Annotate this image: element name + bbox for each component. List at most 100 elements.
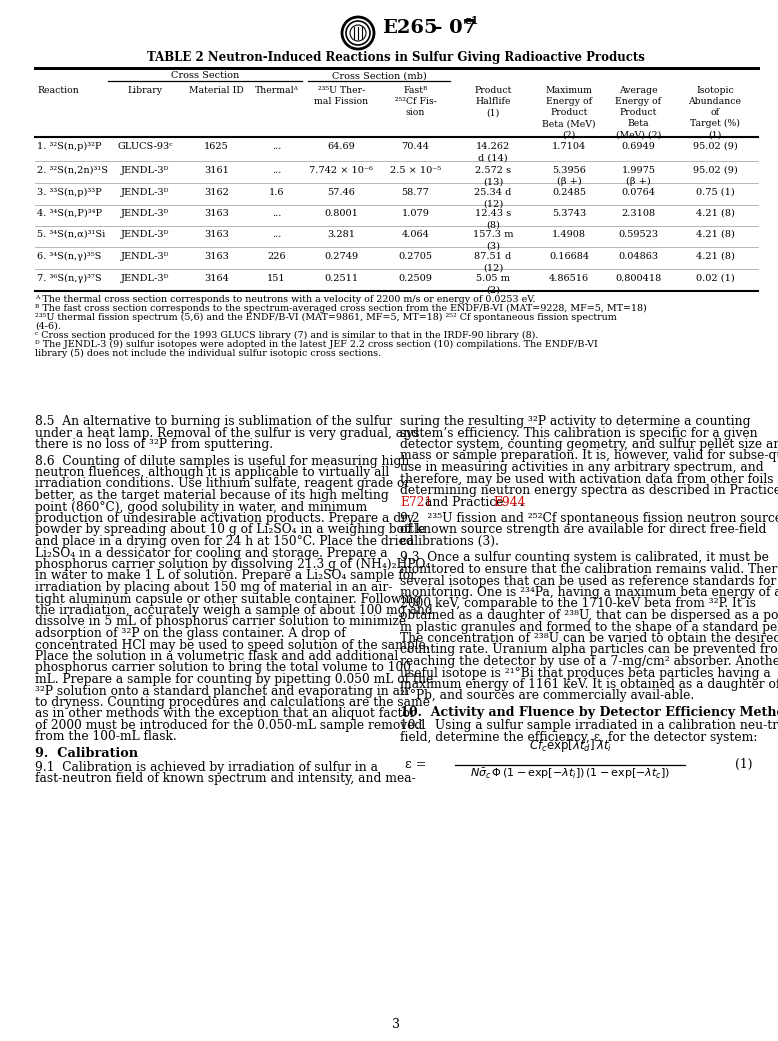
Text: Maximum
Energy of
Product
Beta (MeV)
(2): Maximum Energy of Product Beta (MeV) (2) <box>542 86 596 139</box>
Text: $N \bar{\sigma}_c \, \Phi \, (1 - \exp[-\lambda t_i]) \, (1 - \exp[-\lambda t_c]: $N \bar{\sigma}_c \, \Phi \, (1 - \exp[-… <box>470 766 670 781</box>
Text: concentrated HCl may be used to speed solution of the sample.: concentrated HCl may be used to speed so… <box>35 638 429 652</box>
Text: counting rate. Uranium alpha particles can be prevented from: counting rate. Uranium alpha particles c… <box>400 643 778 657</box>
Text: irradiation by placing about 150 mg of material in an air-: irradiation by placing about 150 mg of m… <box>35 581 392 594</box>
Text: Thermalᴬ: Thermalᴬ <box>254 86 299 95</box>
Text: JENDL-3ᴰ: JENDL-3ᴰ <box>121 166 170 175</box>
Text: adsorption of ³²P on the glass container. A drop of: adsorption of ³²P on the glass container… <box>35 627 345 640</box>
Text: Material ID: Material ID <box>189 86 244 95</box>
Text: reaching the detector by use of a 7-mg/cm² absorber. Another: reaching the detector by use of a 7-mg/c… <box>400 655 778 668</box>
Text: 5.3743: 5.3743 <box>552 209 586 218</box>
Text: maximum energy of 1161 keV. It is obtained as a daughter of: maximum energy of 1161 keV. It is obtain… <box>400 678 778 691</box>
Text: 0.6949: 0.6949 <box>622 142 655 151</box>
Text: (4-6).: (4-6). <box>35 322 61 331</box>
Text: point (860°C), good solubility in water, and minimum: point (860°C), good solubility in water,… <box>35 501 367 513</box>
Text: to dryness. Counting procedures and calculations are the same: to dryness. Counting procedures and calc… <box>35 696 430 709</box>
Text: TABLE 2 Neutron-Induced Reactions in Sulfur Giving Radioactive Products: TABLE 2 Neutron-Induced Reactions in Sul… <box>147 51 645 64</box>
Text: 10.1  Using a sulfur sample irradiated in a calibration neu-tron: 10.1 Using a sulfur sample irradiated in… <box>400 719 778 733</box>
Text: phosphorus carrier solution to bring the total volume to 100: phosphorus carrier solution to bring the… <box>35 661 411 675</box>
Text: better, as the target material because of its high melting: better, as the target material because o… <box>35 489 389 502</box>
Text: ...: ... <box>272 209 281 218</box>
Text: useful isotope is ²¹°Bi that produces beta particles having a: useful isotope is ²¹°Bi that produces be… <box>400 666 771 680</box>
Text: 226: 226 <box>267 252 286 261</box>
Text: 4.86516: 4.86516 <box>549 274 589 283</box>
Text: JENDL-3ᴰ: JENDL-3ᴰ <box>121 230 170 239</box>
Text: ε1: ε1 <box>465 16 479 26</box>
Text: Reaction: Reaction <box>37 86 79 95</box>
Text: tight aluminum capsule or other suitable container. Following: tight aluminum capsule or other suitable… <box>35 592 421 606</box>
Text: 0.2511: 0.2511 <box>324 274 359 283</box>
Text: of known source strength are available for direct free-field: of known source strength are available f… <box>400 524 766 536</box>
Text: (1): (1) <box>735 758 753 771</box>
Text: 7. ³⁶S(n,γ)³⁷S: 7. ³⁶S(n,γ)³⁷S <box>37 274 102 283</box>
Text: 95.02 (9): 95.02 (9) <box>692 166 738 175</box>
Text: 4.21 (8): 4.21 (8) <box>696 230 734 239</box>
Text: 9.1  Calibration is achieved by irradiation of sulfur in a: 9.1 Calibration is achieved by irradiati… <box>35 761 378 773</box>
Text: calibrations (3).: calibrations (3). <box>400 535 499 548</box>
Text: 9.3  Once a sulfur counting system is calibrated, it must be: 9.3 Once a sulfur counting system is cal… <box>400 552 769 564</box>
Text: Isotopic
Abundance
of
Target (%)
(1): Isotopic Abundance of Target (%) (1) <box>689 86 741 139</box>
Text: 6. ³⁴S(n,γ)³⁵S: 6. ³⁴S(n,γ)³⁵S <box>37 252 101 261</box>
Text: 3161: 3161 <box>204 166 229 175</box>
Text: .: . <box>520 496 524 508</box>
Text: 0.02 (1): 0.02 (1) <box>696 274 734 283</box>
Text: system’s efficiency. This calibration is specific for a given: system’s efficiency. This calibration is… <box>400 427 758 439</box>
Text: detector system, counting geometry, and sulfur pellet size and: detector system, counting geometry, and … <box>400 438 778 451</box>
Text: 2000 keV, comparable to the 1710-keV beta from ³²P. It is: 2000 keV, comparable to the 1710-keV bet… <box>400 598 756 610</box>
Text: Cross Section: Cross Section <box>171 72 239 80</box>
Text: therefore, may be used with activation data from other foils in: therefore, may be used with activation d… <box>400 473 778 485</box>
Text: 0.2705: 0.2705 <box>398 252 433 261</box>
Text: 9.  Calibration: 9. Calibration <box>35 747 138 760</box>
Text: JENDL-3ᴰ: JENDL-3ᴰ <box>121 252 170 261</box>
Text: fast-neutron field of known spectrum and intensity, and mea-: fast-neutron field of known spectrum and… <box>35 772 415 785</box>
Text: ...: ... <box>272 230 281 239</box>
Text: 0.75 (1): 0.75 (1) <box>696 188 734 197</box>
Text: 5.3956
(β +): 5.3956 (β +) <box>552 166 586 186</box>
Text: 1.4908: 1.4908 <box>552 230 586 239</box>
Text: GLUCS-93ᶜ: GLUCS-93ᶜ <box>117 142 173 151</box>
Text: ᴬ The thermal cross section corresponds to neutrons with a velocity of 2200 m/s : ᴬ The thermal cross section corresponds … <box>35 295 535 304</box>
Text: The concentration of ²³⁸U can be varied to obtain the desired: The concentration of ²³⁸U can be varied … <box>400 632 778 645</box>
Text: several isotopes that can be used as reference standards for this: several isotopes that can be used as ref… <box>400 575 778 587</box>
Text: 2. ³²S(n,2n)³¹S: 2. ³²S(n,2n)³¹S <box>37 166 108 175</box>
Text: irradiation conditions. Use lithium sulfate, reagent grade or: irradiation conditions. Use lithium sulf… <box>35 478 410 490</box>
Text: ε =: ε = <box>405 758 426 771</box>
Text: library (5) does not include the individual sulfur isotopic cross sections.: library (5) does not include the individ… <box>35 349 381 358</box>
Text: and place in a drying oven for 24 h at 150°C. Place the dried: and place in a drying oven for 24 h at 1… <box>35 535 414 548</box>
Text: ...: ... <box>272 142 281 151</box>
Text: the irradiation, accurately weigh a sample of about 100 mg and: the irradiation, accurately weigh a samp… <box>35 604 433 617</box>
Text: use in measuring activities in any arbitrary spectrum, and: use in measuring activities in any arbit… <box>400 461 764 474</box>
Text: Product
Halflife
(1): Product Halflife (1) <box>475 86 512 118</box>
Text: 10.  Activity and Fluence by Detector Efficiency Method: 10. Activity and Fluence by Detector Eff… <box>400 706 778 719</box>
Text: of 2000 must be introduced for the 0.050-mL sample removed: of 2000 must be introduced for the 0.050… <box>35 719 422 732</box>
Text: 0.8001: 0.8001 <box>324 209 359 218</box>
Text: as in other methods with the exception that an aliquot factor: as in other methods with the exception t… <box>35 708 415 720</box>
Text: 5.05 m
(2): 5.05 m (2) <box>476 274 510 295</box>
Text: monitored to ensure that the calibration remains valid. There are: monitored to ensure that the calibration… <box>400 563 778 576</box>
Text: 2.5 × 10⁻⁵: 2.5 × 10⁻⁵ <box>390 166 441 175</box>
Text: Li₂SO₄ in a dessicator for cooling and storage. Prepare a: Li₂SO₄ in a dessicator for cooling and s… <box>35 547 387 559</box>
Text: Cross Section (mb): Cross Section (mb) <box>331 72 426 80</box>
Text: 0.16684: 0.16684 <box>549 252 589 261</box>
Text: JENDL-3ᴰ: JENDL-3ᴰ <box>121 274 170 283</box>
Text: Place the solution in a volumetric flask and add additional: Place the solution in a volumetric flask… <box>35 650 398 663</box>
Text: dissolve in 5 mL of phosphorus carrier solution to minimize: dissolve in 5 mL of phosphorus carrier s… <box>35 615 406 629</box>
Text: 4.21 (8): 4.21 (8) <box>696 252 734 261</box>
Text: 3163: 3163 <box>204 230 229 239</box>
Text: 1. ³²S(n,p)³²P: 1. ³²S(n,p)³²P <box>37 142 101 151</box>
Text: field, determine the efficiency, ε, for the detector system:: field, determine the efficiency, ε, for … <box>400 731 758 744</box>
Text: there is no loss of ³²P from sputtering.: there is no loss of ³²P from sputtering. <box>35 438 273 451</box>
Text: ...: ... <box>272 166 281 175</box>
Text: E721: E721 <box>400 496 433 508</box>
Text: JENDL-3ᴰ: JENDL-3ᴰ <box>121 209 170 218</box>
Text: 8.6  Counting of dilute samples is useful for measuring high: 8.6 Counting of dilute samples is useful… <box>35 455 409 467</box>
Text: 3162: 3162 <box>204 188 229 197</box>
Text: $C f_c \exp[\lambda t_d] \, \lambda t_i$: $C f_c \exp[\lambda t_d] \, \lambda t_i$ <box>528 737 612 755</box>
Text: 0.2509: 0.2509 <box>398 274 433 283</box>
Text: powder by spreading about 10 g of Li₂SO₄ in a weighing bottle: powder by spreading about 10 g of Li₂SO₄… <box>35 524 425 536</box>
Text: obtained as a daughter of ²³⁸U, that can be dispersed as a powder: obtained as a daughter of ²³⁸U, that can… <box>400 609 778 623</box>
Text: 12.43 s
(8): 12.43 s (8) <box>475 209 511 229</box>
Text: ³²P solution onto a standard planchet and evaporating in air: ³²P solution onto a standard planchet an… <box>35 685 410 697</box>
Text: 3: 3 <box>392 1018 400 1032</box>
Text: Average
Energy of
Product
Beta
(MeV) (2): Average Energy of Product Beta (MeV) (2) <box>615 86 661 139</box>
Text: – 07: – 07 <box>426 19 476 37</box>
